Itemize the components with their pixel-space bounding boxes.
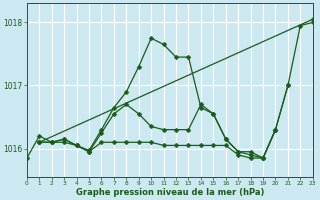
X-axis label: Graphe pression niveau de la mer (hPa): Graphe pression niveau de la mer (hPa) (76, 188, 264, 197)
